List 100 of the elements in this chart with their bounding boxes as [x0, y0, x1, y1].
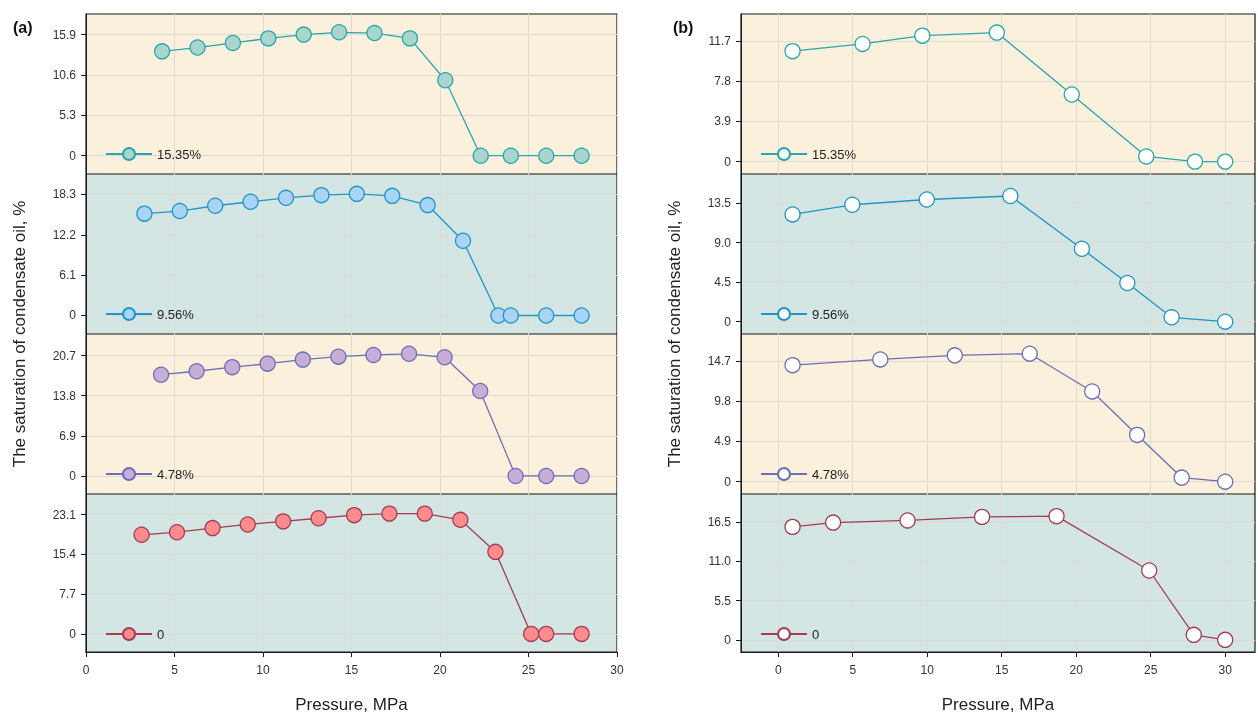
- point: [365, 346, 382, 364]
- point: [188, 363, 205, 380]
- point: [168, 524, 186, 541]
- point: [400, 345, 418, 362]
- point: [381, 505, 398, 522]
- legend-label: 4.78%: [812, 466, 850, 482]
- point: [914, 27, 931, 44]
- point: [918, 191, 935, 208]
- x-axis-title: Pressure, MPa: [295, 695, 409, 714]
- legend-label: 15.35%: [157, 146, 202, 162]
- x-tick-label: 0: [774, 663, 782, 677]
- legend-label: 0: [157, 626, 165, 642]
- point: [573, 147, 590, 164]
- point: [1129, 426, 1146, 444]
- y-tick-label: 18.3: [52, 187, 77, 202]
- point: [171, 202, 188, 220]
- x-tick-label: 5: [171, 663, 179, 677]
- y-tick-label: 3.9: [714, 114, 732, 129]
- point: [844, 196, 861, 213]
- point: [346, 507, 363, 524]
- y-tick-label: 9.8: [714, 394, 732, 409]
- point: [419, 196, 436, 214]
- x-tick-label: 20: [433, 663, 447, 677]
- point: [401, 30, 419, 47]
- y-tick-label: 0: [724, 154, 732, 169]
- point: [416, 505, 433, 522]
- point: [1119, 274, 1136, 292]
- point: [207, 197, 224, 214]
- point: [310, 510, 327, 527]
- point: [204, 519, 221, 537]
- point: [988, 24, 1005, 41]
- point: [242, 193, 259, 210]
- y-tick-label: 12.2: [52, 227, 77, 242]
- point: [1217, 631, 1234, 648]
- y-axis-title: The saturation of condensate oil, %: [664, 199, 685, 470]
- point: [784, 518, 801, 536]
- y-tick-label: 7.7: [59, 587, 77, 602]
- point: [275, 513, 292, 530]
- y-tick-label: 0: [69, 626, 77, 641]
- y-tick-label: 5.5: [714, 593, 732, 608]
- point: [784, 43, 801, 60]
- point: [1186, 153, 1204, 170]
- point: [136, 205, 153, 222]
- point: [259, 355, 276, 372]
- point: [294, 351, 311, 368]
- point: [330, 348, 347, 365]
- y-tick-label: 15.4: [52, 547, 77, 562]
- y-tick-label: 4.5: [714, 275, 732, 290]
- point: [437, 72, 454, 89]
- point: [1173, 469, 1190, 486]
- point: [454, 232, 472, 249]
- point: [1002, 187, 1019, 205]
- point: [502, 147, 519, 164]
- point: [502, 307, 519, 324]
- x-tick-label: 5: [849, 663, 857, 677]
- point: [1063, 86, 1080, 103]
- point: [133, 526, 150, 543]
- point: [487, 543, 504, 560]
- y-tick-label: 0: [724, 474, 732, 489]
- point: [854, 35, 871, 53]
- y-tick-label: 0: [69, 148, 77, 163]
- y-tick-label: 20.7: [52, 348, 77, 363]
- point: [573, 467, 590, 485]
- y-tick-label: 6.1: [59, 268, 77, 283]
- x-tick-label: 30: [1218, 663, 1233, 677]
- x-tick-label: 0: [82, 663, 90, 677]
- point: [1141, 562, 1158, 579]
- y-tick-label: 11.7: [708, 33, 732, 48]
- point: [277, 189, 295, 206]
- point: [295, 26, 312, 43]
- y-tick-label: 5.3: [59, 108, 77, 123]
- point: [1163, 309, 1180, 326]
- point: [538, 147, 555, 164]
- y-tick-label: 23.1: [52, 507, 77, 522]
- point: [1084, 383, 1101, 400]
- y-tick-label: 10.6: [52, 67, 77, 82]
- point: [189, 39, 206, 56]
- point: [472, 147, 489, 164]
- point: [507, 467, 524, 485]
- point: [538, 467, 555, 485]
- y-tick-label: 6.9: [59, 428, 77, 443]
- point: [1021, 345, 1038, 362]
- point: [973, 508, 991, 526]
- y-tick-label: 0: [724, 314, 732, 329]
- point: [573, 625, 590, 643]
- y-tick-label: 11.0: [708, 554, 732, 569]
- point: [153, 43, 171, 60]
- x-tick-label: 30: [610, 663, 624, 677]
- point: [239, 516, 256, 533]
- point: [872, 351, 889, 368]
- point: [784, 357, 801, 374]
- point: [538, 307, 555, 324]
- legend-label: 0: [812, 626, 820, 642]
- point: [313, 187, 330, 204]
- y-tick-label: 16.5: [707, 514, 732, 529]
- point: [824, 514, 842, 531]
- point: [224, 359, 241, 376]
- y-tick-label: 14.7: [707, 354, 732, 369]
- point: [260, 30, 277, 47]
- x-axis-title: Pressure, MPa: [941, 695, 1055, 714]
